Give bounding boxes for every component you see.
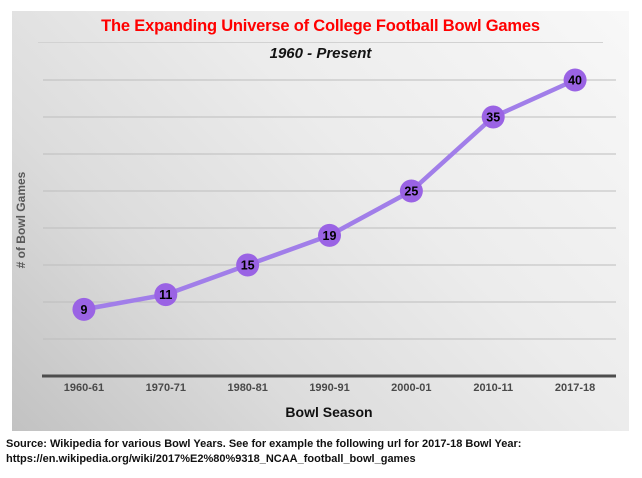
x-tick-label: 1990-91: [309, 382, 350, 394]
slide-canvas: The Expanding Universe of College Footba…: [12, 11, 629, 431]
x-tick-label: 1970-71: [145, 382, 186, 394]
source-line-1: Source: Wikipedia for various Bowl Years…: [6, 438, 522, 450]
x-tick-label: 1980-81: [227, 382, 268, 394]
data-point-label: 15: [241, 259, 255, 273]
data-point-label: 40: [568, 74, 582, 88]
data-point-label: 25: [404, 185, 418, 199]
x-axis-title: Bowl Season: [285, 404, 373, 420]
data-point-marker: [72, 297, 96, 321]
data-point-marker: [481, 105, 505, 129]
x-tick-label: 2000-01: [391, 382, 432, 394]
data-point-label: 9: [80, 303, 87, 317]
data-point-marker: [563, 68, 587, 92]
x-tick-label: 2017-18: [554, 382, 596, 394]
x-tick-label: 2010-11: [473, 382, 514, 394]
title-divider: [38, 42, 603, 43]
x-tick-label: 1960-61: [63, 382, 105, 394]
data-point-label: 35: [486, 111, 500, 125]
data-point-marker: [318, 223, 341, 247]
source-line-2: https://en.wikipedia.org/wiki/2017%E2%80…: [6, 452, 416, 465]
data-point-marker: [399, 179, 423, 203]
source-note: Source: Wikipedia for various Bowl Years…: [6, 437, 521, 466]
x-axis-tick-labels: 1960-61 1970-71 1980-81 1990-91 2000-01 2010-…: [12, 11, 629, 431]
chart-title: The Expanding Universe of College Footba…: [101, 17, 540, 35]
chart-subtitle: 1960 - Present: [269, 45, 372, 62]
data-point-label: 19: [323, 229, 337, 243]
data-point-label: 11: [159, 288, 172, 302]
line-chart-plot: 9 11 15 19 25 35 40: [42, 68, 616, 378]
data-point-marker: [154, 283, 178, 307]
data-point-marker: [236, 253, 260, 277]
